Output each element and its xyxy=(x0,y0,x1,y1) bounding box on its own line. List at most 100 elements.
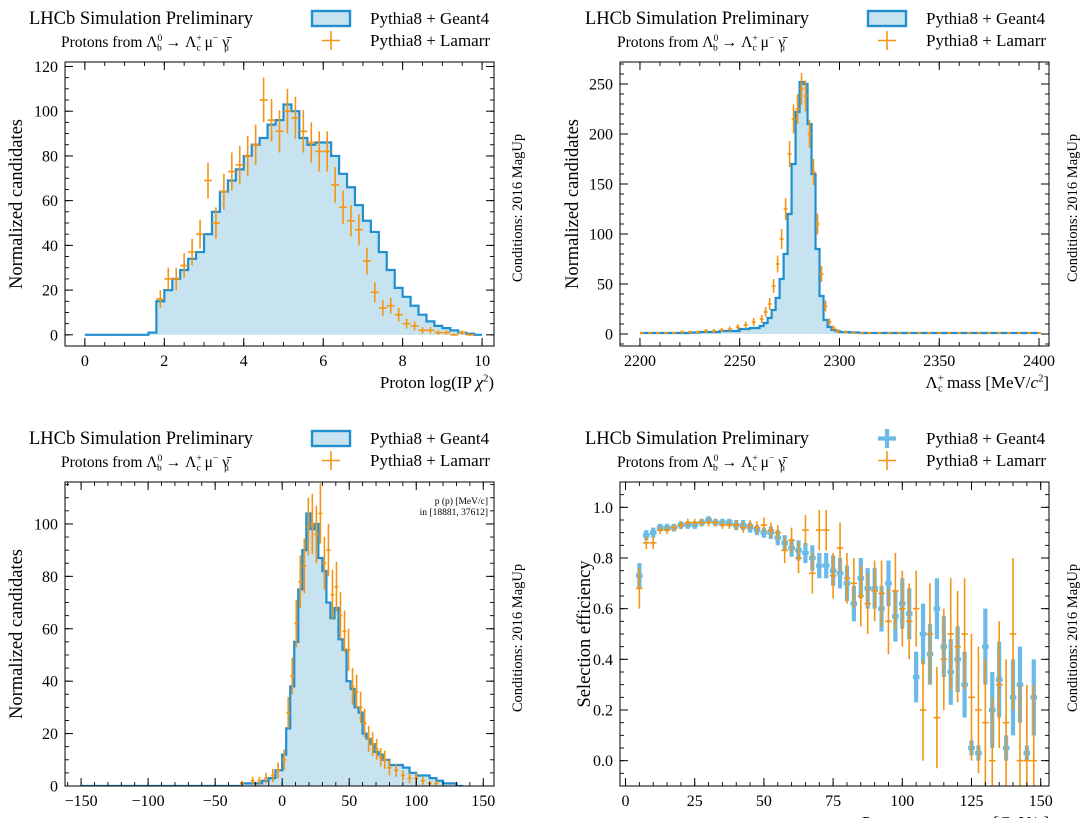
series-2-point xyxy=(257,776,262,785)
series-2-point xyxy=(339,190,348,225)
legend-label: Pythia8 + Lamarr xyxy=(926,451,1046,470)
series-2-point xyxy=(823,300,828,312)
axes-frame xyxy=(64,61,495,347)
series-2-point xyxy=(307,122,316,163)
series-2-point xyxy=(402,318,411,329)
series-2-point xyxy=(907,332,912,334)
series-2-point xyxy=(940,608,948,710)
legend-swatch-geant4 xyxy=(866,9,908,28)
series-2-point xyxy=(687,330,692,334)
series-2-point xyxy=(1007,332,1012,334)
axes-frame xyxy=(64,481,495,787)
series-2-point xyxy=(967,332,972,334)
series-2-point xyxy=(767,522,775,538)
series-2-point xyxy=(898,570,906,647)
conditions-label: Conditions: 2016 MagUp xyxy=(510,134,526,282)
series-1-fill xyxy=(84,104,483,335)
series-2-point xyxy=(775,255,780,273)
series-2-point xyxy=(843,330,848,334)
series-2-point xyxy=(695,330,700,334)
series-2-point xyxy=(892,552,899,629)
series-2-point xyxy=(418,326,427,334)
series-2-point xyxy=(164,267,173,291)
x-tick-label: −100 xyxy=(132,793,165,810)
x-tick-label: 125 xyxy=(960,793,984,810)
y-tick-label: 100 xyxy=(34,516,58,533)
series-2-point xyxy=(466,333,475,336)
series-2-point xyxy=(322,537,327,590)
series-2-point xyxy=(290,657,295,695)
plot-area xyxy=(84,77,483,336)
series-2-point xyxy=(374,738,379,760)
series-2-point xyxy=(759,315,764,323)
series-2-point xyxy=(677,521,685,529)
series-2-point xyxy=(788,527,795,553)
series-2-point xyxy=(649,536,657,550)
series-2-point xyxy=(947,578,955,690)
y-tick-label: 120 xyxy=(34,59,58,76)
series-2-point xyxy=(887,332,892,334)
series-2-point xyxy=(366,725,371,752)
conditions-label: Conditions: 2016 MagUp xyxy=(510,564,526,712)
chart-panel-4: 0 25 50 75 100 125 150 0.0 0.2 0.4 0.6 0.8 1.0 xyxy=(593,481,1053,810)
series-2-point xyxy=(314,505,319,564)
series-2-point xyxy=(684,518,692,527)
series-2-point xyxy=(843,552,851,604)
series-2-point xyxy=(286,696,291,729)
series-2-point xyxy=(753,521,761,534)
x-tick-label: −50 xyxy=(203,793,228,810)
series-2-point xyxy=(420,776,425,785)
experiment-label: LHCb Simulation Preliminary xyxy=(29,9,254,29)
legend: Pythia8 + Geant4 Pythia8 + Lamarr xyxy=(310,9,490,50)
x-tick-label: 0 xyxy=(622,793,630,810)
series-2-point xyxy=(291,96,300,140)
x-tick-label: 4 xyxy=(240,353,248,370)
series-1-point xyxy=(919,603,927,665)
series-2-point xyxy=(251,124,260,165)
y-tick-label: 40 xyxy=(42,674,58,691)
ticks: 2200 2250 2300 2350 2400 0 50 100 150 200 250 xyxy=(589,62,1055,370)
series-2-point xyxy=(779,229,784,249)
series-2-point xyxy=(283,88,292,134)
series-2-point xyxy=(912,570,920,647)
series-2-point xyxy=(647,332,652,334)
series-2-point xyxy=(926,583,934,685)
series-2-point xyxy=(1030,684,1038,786)
series-2-point xyxy=(877,332,882,334)
x-tick-label: 50 xyxy=(341,793,357,810)
series-2-point xyxy=(382,750,387,769)
series-2-point xyxy=(859,332,864,334)
series-2-point xyxy=(743,321,748,329)
series-2-point xyxy=(310,493,315,555)
series-2-point xyxy=(867,332,872,334)
x-axis-label: Proton momentum [GeV/c] xyxy=(862,813,1049,818)
x-tick-label: 2250 xyxy=(724,353,756,370)
y-axis-label: Normalized candidates xyxy=(7,549,27,719)
y-tick-label: 0 xyxy=(50,327,58,344)
y-axis-label: Selection efficiency xyxy=(575,560,595,708)
series-2-point xyxy=(735,324,740,330)
x-tick-label: 100 xyxy=(404,793,428,810)
series-2-point xyxy=(811,159,816,185)
series-2-point xyxy=(871,560,878,622)
series-2-point xyxy=(671,332,676,334)
series-2-point xyxy=(338,592,343,640)
series-1-point xyxy=(822,552,830,579)
x-tick-label: 6 xyxy=(319,353,327,370)
series-2-point xyxy=(276,762,281,779)
series-2-point xyxy=(791,104,796,134)
series-2-point xyxy=(1016,684,1024,786)
series-2-point xyxy=(809,552,816,594)
series-2-point xyxy=(905,583,913,660)
x-tick-label: 2200 xyxy=(624,353,656,370)
series-2-point xyxy=(275,110,284,153)
series-2-point xyxy=(400,770,405,781)
y-tick-label: 100 xyxy=(589,227,613,244)
series-2-point xyxy=(727,326,732,332)
series-2-point xyxy=(836,522,844,574)
series-2-point xyxy=(703,329,708,333)
series-2-point xyxy=(264,772,269,784)
series-2-point xyxy=(350,668,355,705)
series-2-point xyxy=(857,565,865,627)
